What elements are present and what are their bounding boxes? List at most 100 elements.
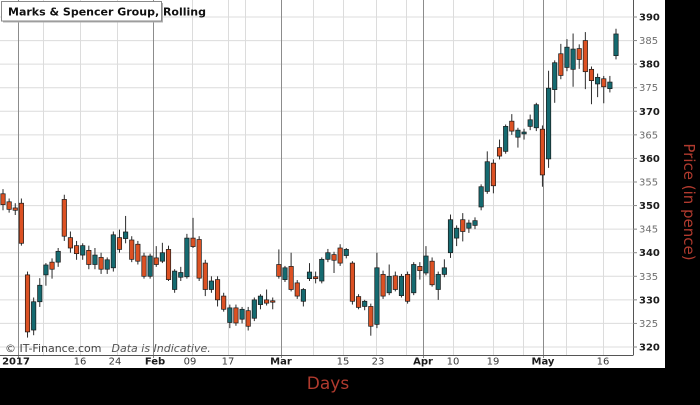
candle-up bbox=[362, 299, 368, 311]
candle-down bbox=[496, 139, 503, 160]
candle-body bbox=[546, 87, 552, 160]
candle-body bbox=[429, 260, 435, 286]
candle-body bbox=[417, 266, 423, 271]
candle-down bbox=[509, 114, 515, 135]
candle-body bbox=[24, 274, 31, 333]
candle-down bbox=[141, 252, 147, 279]
candle-down bbox=[331, 251, 337, 273]
candle-up bbox=[595, 73, 601, 98]
candle-body bbox=[190, 237, 196, 247]
candle-body bbox=[31, 301, 37, 331]
candle-up bbox=[613, 28, 619, 60]
candle-up bbox=[484, 151, 490, 194]
candle-up bbox=[80, 243, 86, 260]
candle-up bbox=[110, 231, 116, 272]
y-tick-label: 335 bbox=[639, 272, 658, 283]
candle-up bbox=[607, 75, 613, 93]
candle-up bbox=[447, 214, 454, 258]
candle-body bbox=[423, 255, 429, 274]
candle-down bbox=[74, 240, 80, 260]
candle-up bbox=[527, 114, 533, 131]
candle-up bbox=[435, 271, 441, 300]
title-box: Marks & Spencer Group, Rolling bbox=[1, 1, 206, 23]
candle-body bbox=[147, 255, 153, 277]
candle-body bbox=[380, 274, 386, 297]
candle-body bbox=[110, 234, 116, 269]
candle-up bbox=[533, 102, 539, 132]
candle-down bbox=[86, 245, 92, 270]
candle-down bbox=[153, 246, 159, 267]
candle-down bbox=[337, 244, 343, 266]
candle-body bbox=[337, 247, 343, 264]
candle-down bbox=[61, 194, 67, 241]
candle-down bbox=[349, 261, 355, 305]
candle-body bbox=[325, 252, 331, 260]
watermark-note: Data is Indicative. bbox=[112, 342, 211, 355]
candle-body bbox=[435, 274, 441, 290]
candle-body bbox=[270, 300, 276, 303]
candle-up bbox=[184, 233, 190, 279]
candle-up bbox=[441, 259, 447, 278]
candle-body bbox=[588, 68, 595, 81]
candle-body bbox=[490, 162, 496, 187]
candle-up bbox=[31, 297, 37, 336]
x-tick-label-16: 16 bbox=[597, 357, 610, 368]
y-tick-label: 365 bbox=[639, 130, 658, 141]
candle-down bbox=[276, 249, 282, 279]
candle-down bbox=[98, 252, 104, 274]
candle-body bbox=[294, 282, 300, 297]
candle-body bbox=[129, 239, 135, 260]
candle-down bbox=[601, 75, 607, 104]
candle-down bbox=[12, 203, 18, 216]
candle-up bbox=[319, 257, 325, 284]
candle-body bbox=[533, 104, 539, 129]
candle-body bbox=[374, 267, 380, 325]
candle-body bbox=[239, 308, 245, 320]
x-tick-label-mar: Mar bbox=[270, 357, 292, 368]
gridlines-layer bbox=[0, 0, 633, 358]
y-tick-label: 340 bbox=[639, 248, 660, 259]
candle-body bbox=[564, 46, 570, 68]
candle-down bbox=[405, 271, 411, 304]
candle-up bbox=[251, 297, 257, 322]
candle-body bbox=[37, 284, 43, 303]
candle-body bbox=[349, 262, 355, 302]
candle-up bbox=[343, 248, 349, 259]
candle-body bbox=[306, 271, 313, 279]
candle-body bbox=[178, 272, 184, 278]
candle-body bbox=[251, 299, 257, 319]
candle-up bbox=[564, 39, 570, 72]
candle-body bbox=[208, 280, 214, 290]
candle-body bbox=[184, 237, 190, 278]
candle-body bbox=[331, 254, 337, 261]
candle-down bbox=[539, 125, 545, 187]
candle-body bbox=[392, 275, 398, 290]
candle-body bbox=[74, 245, 80, 255]
y-tick-label: 320 bbox=[639, 343, 660, 354]
candle-body bbox=[472, 220, 478, 226]
x-tick-label-15: 15 bbox=[337, 357, 350, 368]
candle-body bbox=[288, 266, 294, 290]
candle-down bbox=[490, 159, 496, 194]
candle-up bbox=[472, 217, 478, 230]
candle-up bbox=[257, 294, 264, 310]
candle-body bbox=[276, 264, 282, 277]
candle-up bbox=[454, 225, 460, 247]
candle-down bbox=[245, 306, 251, 331]
candle-body bbox=[570, 48, 576, 70]
candle-body bbox=[558, 53, 564, 76]
candle-up bbox=[43, 263, 49, 286]
candle-body bbox=[521, 131, 527, 135]
candle-down bbox=[355, 294, 362, 310]
y-tick-label: 325 bbox=[639, 319, 658, 330]
y-tick-label: 385 bbox=[639, 36, 658, 47]
candle-body bbox=[165, 249, 172, 280]
candle-up bbox=[172, 269, 178, 293]
candle-down bbox=[417, 262, 423, 280]
y-tick-label: 330 bbox=[639, 295, 660, 306]
candle-down bbox=[6, 198, 12, 213]
candle-body bbox=[135, 243, 141, 262]
candle-down bbox=[270, 297, 276, 310]
candle-body bbox=[595, 76, 601, 85]
candle-down bbox=[288, 252, 294, 292]
